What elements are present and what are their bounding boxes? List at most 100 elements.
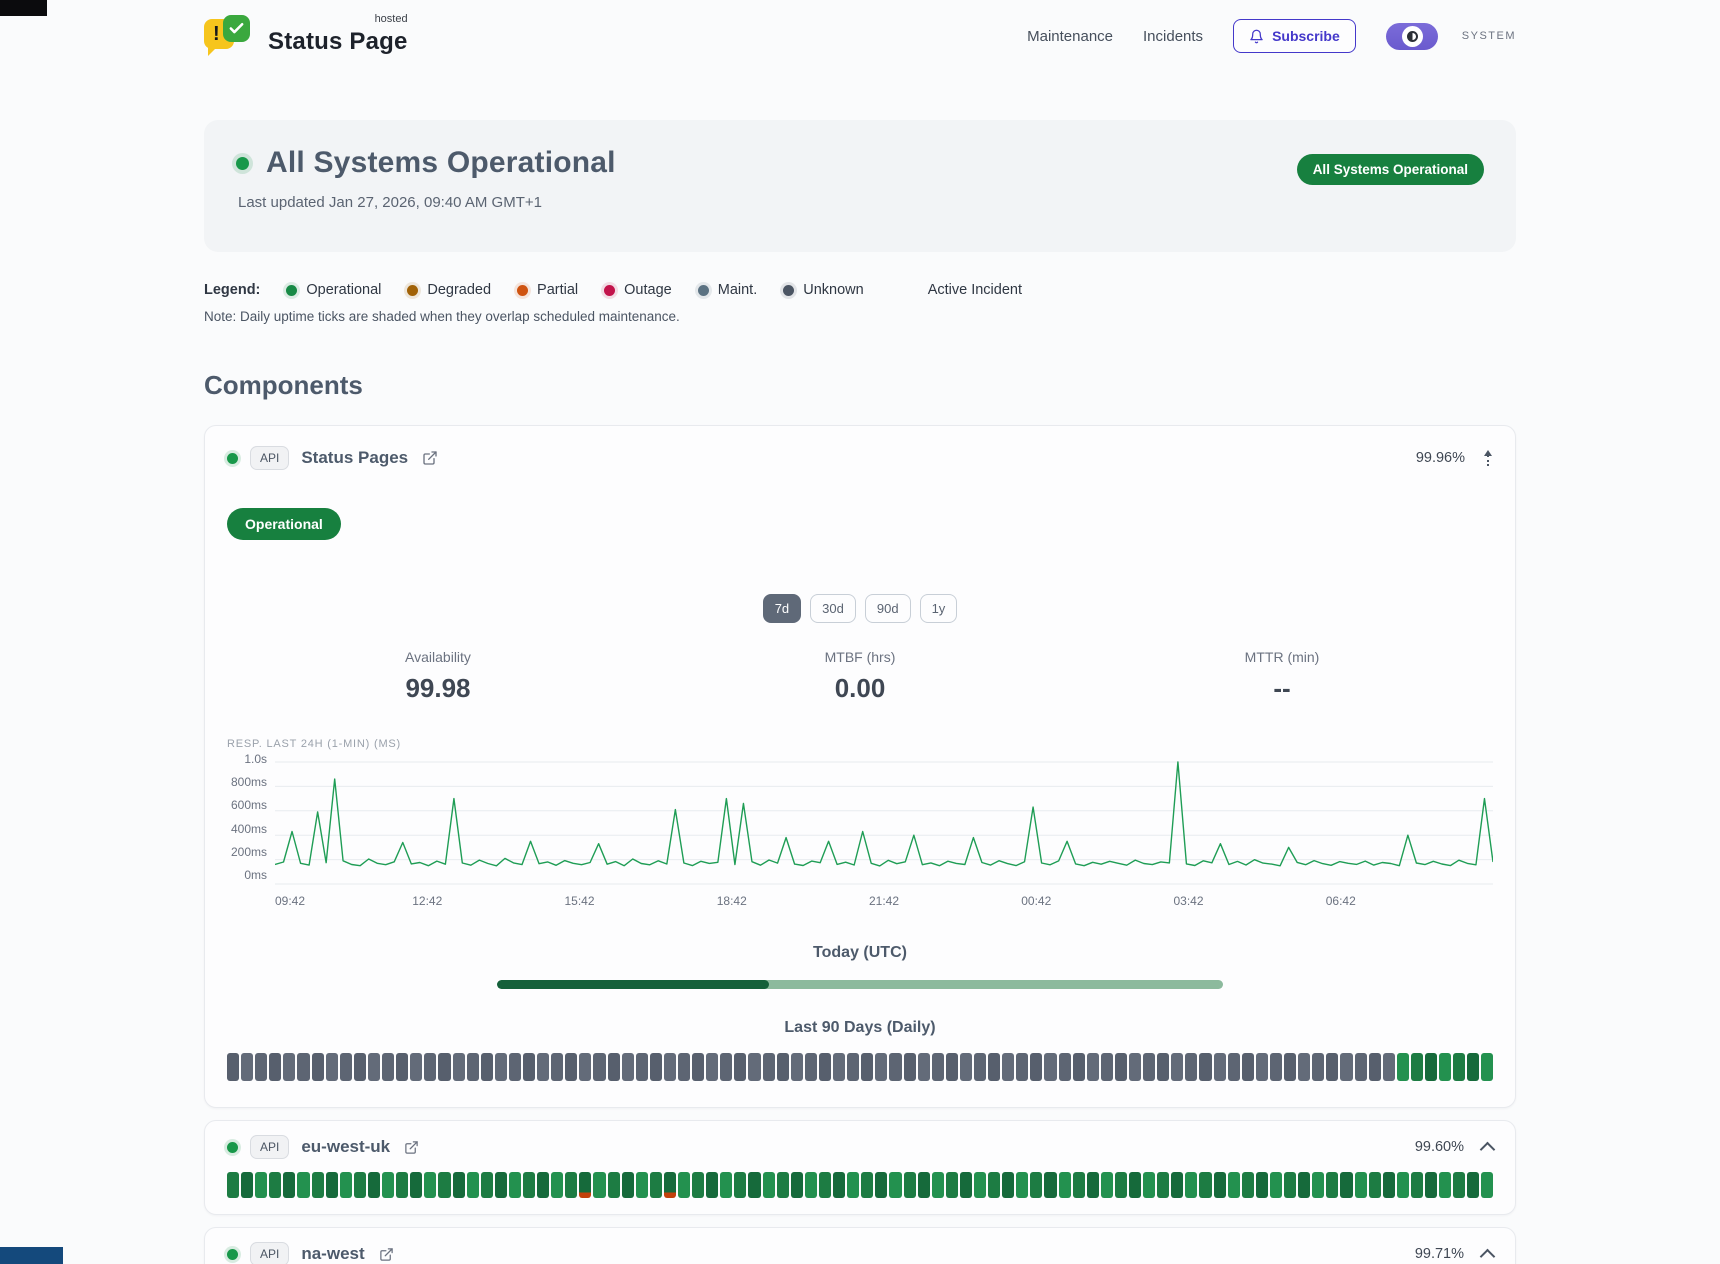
uptime-day-tick[interactable] xyxy=(1002,1053,1014,1081)
uptime-day-tick[interactable] xyxy=(523,1053,535,1081)
uptime-day-tick[interactable] xyxy=(1059,1053,1071,1081)
uptime-day-tick[interactable] xyxy=(1397,1053,1409,1081)
external-link-icon[interactable] xyxy=(379,1247,394,1262)
uptime-day-tick[interactable] xyxy=(283,1172,295,1198)
uptime-day-tick[interactable] xyxy=(1087,1053,1099,1081)
uptime-day-tick[interactable] xyxy=(1002,1172,1014,1198)
uptime-day-tick[interactable] xyxy=(664,1053,676,1081)
component-header[interactable]: API Status Pages 99.96% xyxy=(227,446,1493,470)
uptime-day-tick[interactable] xyxy=(1242,1172,1254,1198)
uptime-day-tick[interactable] xyxy=(1073,1053,1085,1081)
uptime-day-tick[interactable] xyxy=(1242,1053,1254,1081)
subscribe-button[interactable]: Subscribe xyxy=(1233,19,1356,53)
component-header[interactable]: API na-west 99.71% xyxy=(227,1242,1493,1264)
uptime-day-tick[interactable] xyxy=(1157,1172,1169,1198)
uptime-day-tick[interactable] xyxy=(777,1053,789,1081)
uptime-day-tick[interactable] xyxy=(608,1172,620,1198)
uptime-day-tick[interactable] xyxy=(833,1172,845,1198)
uptime-day-tick[interactable] xyxy=(889,1053,901,1081)
uptime-day-tick[interactable] xyxy=(1439,1172,1451,1198)
uptime-day-tick[interactable] xyxy=(1298,1172,1310,1198)
uptime-day-tick[interactable] xyxy=(297,1053,309,1081)
uptime-day-tick[interactable] xyxy=(340,1053,352,1081)
uptime-day-tick[interactable] xyxy=(1171,1172,1183,1198)
uptime-day-tick[interactable] xyxy=(763,1053,775,1081)
uptime-day-tick[interactable] xyxy=(579,1172,591,1198)
uptime-day-tick[interactable] xyxy=(1044,1053,1056,1081)
uptime-day-tick[interactable] xyxy=(1101,1172,1113,1198)
uptime-day-tick[interactable] xyxy=(1340,1172,1352,1198)
uptime-day-tick[interactable] xyxy=(692,1053,704,1081)
uptime-day-tick[interactable] xyxy=(453,1053,465,1081)
uptime-day-tick[interactable] xyxy=(382,1053,394,1081)
uptime-day-tick[interactable] xyxy=(636,1172,648,1198)
uptime-day-tick[interactable] xyxy=(1453,1172,1465,1198)
uptime-day-tick[interactable] xyxy=(1397,1172,1409,1198)
expand-chevron-icon[interactable] xyxy=(1480,1142,1496,1158)
uptime-day-tick[interactable] xyxy=(1101,1053,1113,1081)
uptime-day-tick[interactable] xyxy=(551,1172,563,1198)
uptime-day-tick[interactable] xyxy=(424,1053,436,1081)
uptime-day-tick[interactable] xyxy=(861,1172,873,1198)
uptime-day-tick[interactable] xyxy=(565,1172,577,1198)
uptime-day-tick[interactable] xyxy=(537,1172,549,1198)
uptime-day-tick[interactable] xyxy=(1425,1172,1437,1198)
uptime-day-tick[interactable] xyxy=(946,1053,958,1081)
uptime-day-tick[interactable] xyxy=(1129,1053,1141,1081)
component-header[interactable]: API eu-west-uk 99.60% xyxy=(227,1135,1493,1159)
uptime-day-tick[interactable] xyxy=(1143,1172,1155,1198)
uptime-day-tick[interactable] xyxy=(1030,1172,1042,1198)
uptime-day-tick[interactable] xyxy=(1369,1172,1381,1198)
uptime-day-tick[interactable] xyxy=(1284,1172,1296,1198)
uptime-day-tick[interactable] xyxy=(1453,1053,1465,1081)
uptime-day-tick[interactable] xyxy=(1467,1053,1479,1081)
range-button-90d[interactable]: 90d xyxy=(865,594,911,623)
uptime-day-tick[interactable] xyxy=(368,1053,380,1081)
uptime-day-tick[interactable] xyxy=(875,1053,887,1081)
uptime-day-tick[interactable] xyxy=(326,1053,338,1081)
uptime-day-tick[interactable] xyxy=(1087,1172,1099,1198)
uptime-day-tick[interactable] xyxy=(1439,1053,1451,1081)
uptime-day-tick[interactable] xyxy=(1411,1053,1423,1081)
uptime-day-tick[interactable] xyxy=(1199,1053,1211,1081)
uptime-day-tick[interactable] xyxy=(551,1053,563,1081)
uptime-day-tick[interactable] xyxy=(1355,1053,1367,1081)
uptime-day-tick[interactable] xyxy=(1228,1172,1240,1198)
uptime-day-tick[interactable] xyxy=(622,1053,634,1081)
uptime-day-tick[interactable] xyxy=(424,1172,436,1198)
uptime-day-tick[interactable] xyxy=(1171,1053,1183,1081)
uptime-day-tick[interactable] xyxy=(1143,1053,1155,1081)
uptime-day-tick[interactable] xyxy=(960,1172,972,1198)
uptime-day-tick[interactable] xyxy=(932,1053,944,1081)
uptime-day-tick[interactable] xyxy=(1411,1172,1423,1198)
uptime-day-tick[interactable] xyxy=(706,1172,718,1198)
uptime-day-tick[interactable] xyxy=(537,1053,549,1081)
uptime-day-tick[interactable] xyxy=(1016,1053,1028,1081)
uptime-day-tick[interactable] xyxy=(297,1172,309,1198)
uptime-day-tick[interactable] xyxy=(1214,1172,1226,1198)
uptime-day-tick[interactable] xyxy=(354,1053,366,1081)
uptime-day-tick[interactable] xyxy=(918,1053,930,1081)
uptime-day-tick[interactable] xyxy=(1059,1172,1071,1198)
uptime-day-tick[interactable] xyxy=(312,1053,324,1081)
uptime-day-tick[interactable] xyxy=(1256,1172,1268,1198)
uptime-day-tick[interactable] xyxy=(509,1172,521,1198)
uptime-day-tick[interactable] xyxy=(1326,1053,1338,1081)
collapse-arrow-icon[interactable] xyxy=(1483,451,1493,466)
uptime-day-tick[interactable] xyxy=(805,1053,817,1081)
uptime-day-tick[interactable] xyxy=(988,1172,1000,1198)
uptime-day-tick[interactable] xyxy=(1157,1053,1169,1081)
external-link-icon[interactable] xyxy=(422,450,438,466)
uptime-day-tick[interactable] xyxy=(368,1172,380,1198)
uptime-day-tick[interactable] xyxy=(988,1053,1000,1081)
uptime-day-tick[interactable] xyxy=(283,1053,295,1081)
expand-chevron-icon[interactable] xyxy=(1480,1249,1496,1264)
uptime-day-tick[interactable] xyxy=(382,1172,394,1198)
uptime-day-tick[interactable] xyxy=(763,1172,775,1198)
uptime-day-tick[interactable] xyxy=(1256,1053,1268,1081)
uptime-day-tick[interactable] xyxy=(241,1172,253,1198)
uptime-day-tick[interactable] xyxy=(1369,1053,1381,1081)
uptime-day-tick[interactable] xyxy=(495,1172,507,1198)
uptime-day-tick[interactable] xyxy=(650,1053,662,1081)
uptime-day-tick[interactable] xyxy=(664,1172,676,1198)
